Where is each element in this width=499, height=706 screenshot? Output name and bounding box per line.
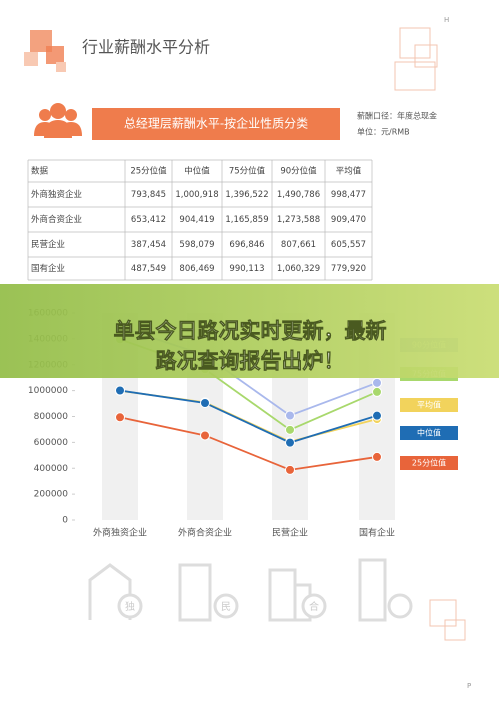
data-point — [285, 424, 295, 435]
data-point — [285, 464, 295, 475]
table-cell: 外商合资企业 — [31, 214, 82, 225]
table-cell: 779,920 — [331, 264, 366, 274]
table-cell: 1,490,786 — [277, 190, 320, 200]
table-header: 平均值 — [336, 166, 362, 177]
table-cell: 998,477 — [331, 190, 366, 200]
table-cell: 807,661 — [281, 240, 316, 250]
banner — [0, 284, 499, 378]
table-cell: 696,846 — [229, 240, 264, 250]
table-header: 90分位值 — [280, 166, 317, 177]
table-cell: 1,000,918 — [175, 190, 218, 200]
table-cell: 1,165,859 — [225, 215, 268, 225]
legend-label: 25分位值 — [412, 458, 446, 468]
x-tick-label: 国有企业 — [359, 527, 395, 539]
data-point — [372, 386, 382, 397]
section-title: 总经理层薪酬水平-按企业性质分类 — [124, 116, 308, 131]
series-line — [119, 389, 378, 444]
icon-badge — [117, 593, 143, 619]
table-cell: 国有企业 — [31, 263, 65, 274]
table-cell: 793,845 — [131, 190, 166, 200]
note-unit: 单位：元/RMB — [357, 127, 410, 137]
data-point — [372, 410, 382, 421]
section-bar — [92, 108, 340, 140]
data-point — [372, 377, 382, 388]
y-tick-label: 1000000 — [28, 386, 68, 396]
y-tick-label: 600000 — [34, 438, 69, 448]
banner-line: 路况查询报告出炉！ — [156, 349, 345, 373]
y-tick-label: 800000 — [34, 412, 69, 422]
y-tick-label: 0 — [62, 516, 68, 526]
table-cell: 909,470 — [331, 215, 366, 225]
icon-labels: 独民合 — [117, 593, 327, 619]
table-header: 数据 — [31, 166, 49, 177]
data-point — [285, 410, 295, 421]
legend-label: 中位值 — [417, 428, 441, 438]
table-cell: 990,113 — [229, 264, 264, 274]
icon-badge — [213, 593, 239, 619]
table-header: 25分位值 — [130, 166, 167, 177]
table-cell: 1,396,522 — [225, 190, 268, 200]
page-mark: P — [467, 682, 471, 690]
icon-badge — [301, 593, 327, 619]
y-tick-label: 200000 — [34, 490, 69, 500]
data-point — [115, 412, 125, 423]
y-tick-label: 400000 — [34, 464, 69, 474]
table-cell: 387,454 — [131, 240, 166, 250]
table-cell: 民营企业 — [31, 239, 65, 250]
table-cell: 904,419 — [179, 215, 214, 225]
icon-label: 合 — [309, 600, 319, 613]
table-cell: 487,549 — [131, 264, 166, 274]
table-cell: 598,079 — [179, 240, 214, 250]
x-tick-label: 外商合资企业 — [178, 527, 232, 539]
table-cell: 外商独资企业 — [31, 189, 82, 200]
table-cell: 1,060,329 — [277, 264, 320, 274]
data-point — [200, 430, 210, 441]
data-point — [372, 451, 382, 462]
decor-squares — [24, 27, 466, 641]
table-header: 中位值 — [184, 166, 210, 177]
table-header: 75分位值 — [229, 166, 266, 177]
icon-label: 民 — [221, 601, 231, 613]
legend-swatch — [400, 398, 458, 412]
corner-mark: H — [444, 16, 449, 24]
note-basis: 薪酬口径：年度总现金 — [357, 111, 437, 121]
table-cell: 806,469 — [179, 264, 214, 274]
legend-swatch — [400, 426, 458, 440]
icon-label: 独 — [125, 600, 135, 613]
table-cell: 605,557 — [331, 240, 366, 250]
legend-swatch — [400, 456, 458, 470]
legend-label: 平均值 — [417, 400, 441, 410]
series-line — [119, 416, 378, 471]
table-cell: 653,412 — [131, 215, 166, 225]
banner-line: 单县今日路况实时更新，最新 — [114, 319, 387, 343]
table-cell: 1,273,588 — [277, 215, 320, 225]
people-icon — [34, 103, 82, 138]
x-tick-label: 民营企业 — [272, 527, 308, 539]
data-point — [115, 385, 125, 396]
x-tick-label: 外商独资企业 — [93, 527, 147, 539]
page-title: 行业薪酬水平分析 — [82, 38, 210, 57]
data-point — [285, 437, 295, 448]
data-point — [200, 397, 210, 408]
